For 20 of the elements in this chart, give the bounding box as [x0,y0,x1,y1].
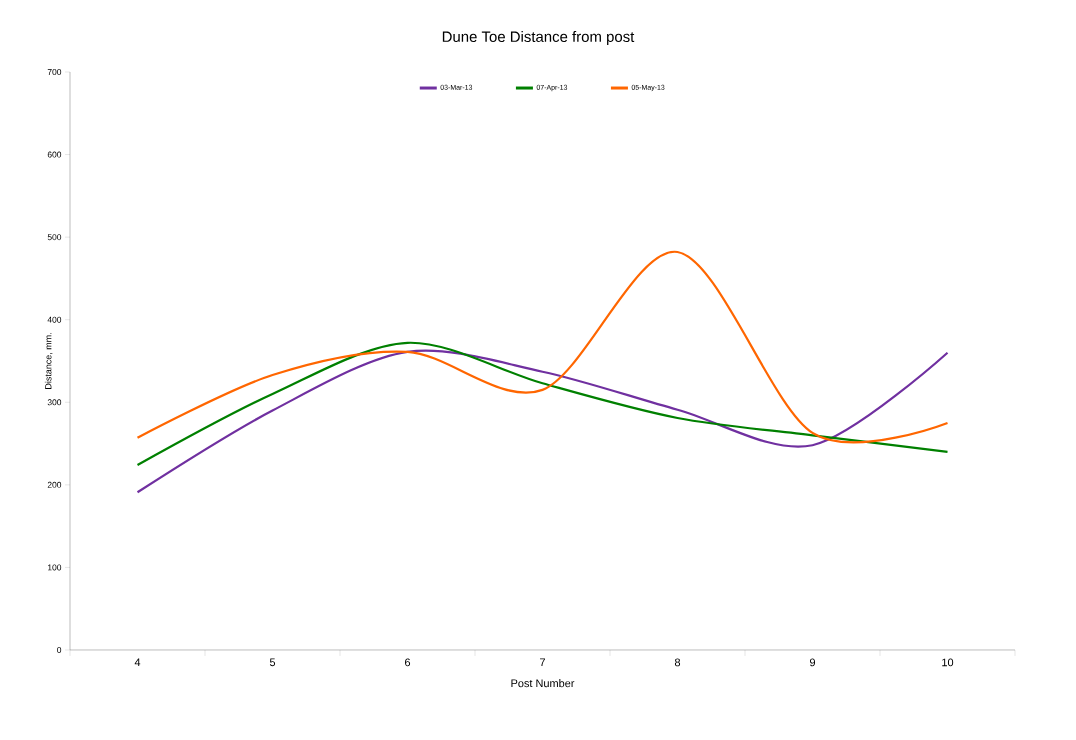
y-tick-label: 200 [47,481,62,488]
line-series [136,349,949,494]
y-tick-label: 600 [47,151,62,158]
x-tick-label: 9 [809,658,816,667]
y-axis-title: Distance, mm. [44,333,53,389]
x-tick-label: 8 [674,658,681,667]
y-tick-label: 500 [47,234,62,241]
y-tick-label: 100 [48,564,62,571]
y-tick-label: 300 [47,399,62,406]
x-tick-label: 4 [134,658,141,667]
x-tick-label: 7 [540,658,546,667]
x-tick-label: 10 [942,658,954,667]
x-axis-title: Post Number [511,679,575,688]
line-series [136,341,949,467]
chart-title: Dune Toe Distance from post [442,31,635,45]
y-tick-label: 400 [47,316,62,323]
x-tick-label: 5 [269,658,276,667]
x-tick-label: 6 [405,658,411,667]
y-tick-label: 700 [47,69,62,75]
y-tick-label: 0 [57,646,62,653]
